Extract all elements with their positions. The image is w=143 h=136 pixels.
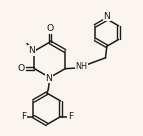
Text: NH: NH (75, 62, 87, 71)
Text: F: F (21, 112, 26, 121)
Text: N: N (103, 12, 110, 21)
Text: F: F (68, 112, 73, 121)
Text: N: N (28, 46, 35, 55)
Text: N: N (46, 74, 52, 83)
Text: O: O (46, 24, 53, 33)
Text: O: O (18, 64, 25, 73)
